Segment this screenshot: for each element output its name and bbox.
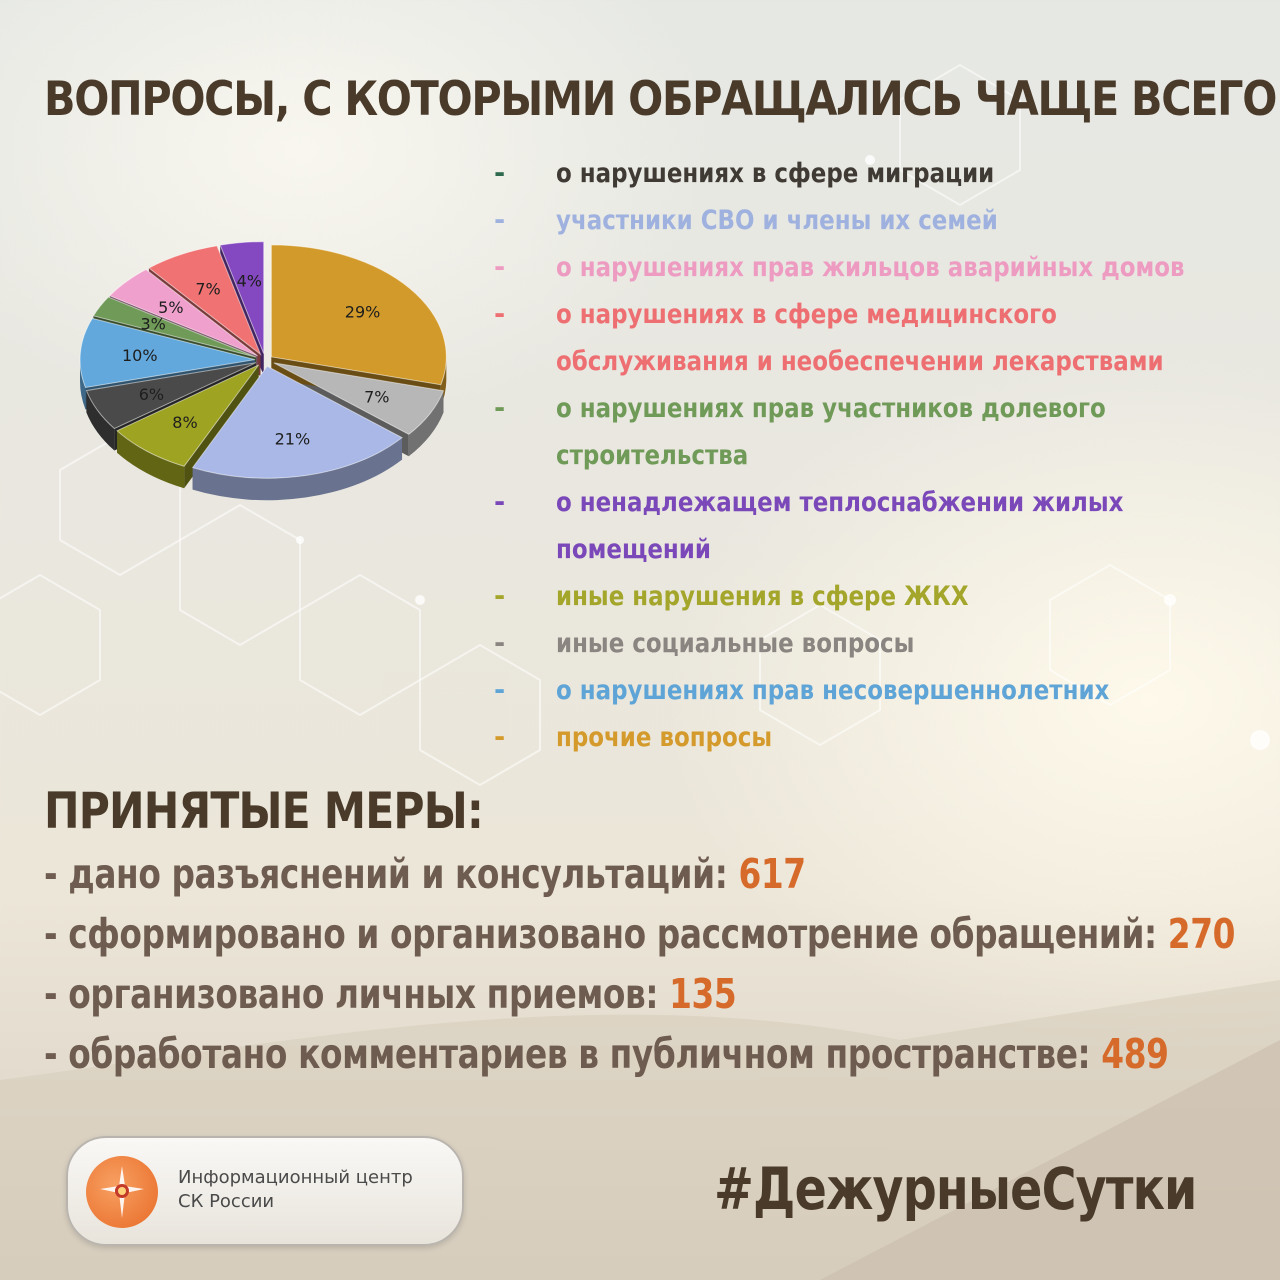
measure-value: 489	[1101, 1030, 1169, 1078]
legend-label: о ненадлежащем теплоснабжении жилых	[556, 487, 1124, 518]
measure-item: - сформировано и организовано рассмотрен…	[44, 910, 1235, 958]
legend-dash: -	[494, 628, 506, 659]
legend-label: иные социальные вопросы	[556, 628, 915, 659]
legend-item: - о нарушениях прав жильцов аварийных дом…	[490, 244, 1270, 291]
legend-label: иные нарушения в сфере ЖКХ	[556, 581, 969, 612]
page-title: ВОПРОСЫ, С КОТОРЫМИ ОБРАЩАЛИСЬ ЧАЩЕ ВСЕГ…	[44, 72, 1280, 127]
legend-label: участники СВО и члены их семей	[556, 205, 998, 236]
legend-dash: -	[494, 393, 506, 424]
legend-label: прочие вопросы	[556, 722, 773, 753]
pie-slice-label: 6%	[139, 385, 164, 404]
pie-slice	[108, 268, 258, 357]
measure-label: - сформировано и организовано рассмотрен…	[44, 910, 1168, 958]
pie-slice-label: 10%	[122, 346, 158, 365]
legend-item: - прочие вопросы	[490, 714, 1270, 761]
legend-item: строительства	[490, 432, 1270, 479]
legend-dash: -	[494, 487, 506, 518]
measure-item: - дано разъяснений и консультаций: 617	[44, 850, 806, 898]
legend-item: - о нарушениях прав участников долевого	[490, 385, 1270, 432]
legend-label: помещений	[556, 534, 711, 565]
info-center-badge: Информационный центр СК России	[66, 1136, 464, 1246]
pie-slice-side	[117, 430, 185, 489]
legend-dash: -	[494, 299, 506, 330]
legend-item: - иные социальные вопросы	[490, 620, 1270, 667]
pie-chart: 29% 7% 21% 8% 6% 10% 3%5% 7% 4%	[79, 241, 447, 501]
measure-value: 270	[1167, 910, 1236, 958]
pie-slice-label: 7%	[364, 387, 389, 406]
pie-slice	[116, 364, 260, 467]
measure-label: - дано разъяснений и консультаций:	[44, 850, 739, 898]
pie-slice	[270, 244, 447, 386]
pie-slice	[85, 362, 257, 430]
pie-slice	[147, 245, 262, 356]
pie-slice-label: 8%	[172, 413, 197, 432]
pie-slice-label: 21%	[275, 429, 311, 448]
legend-label: о нарушениях в сфере миграции	[556, 158, 995, 189]
pie-slice-label: 7%	[195, 279, 220, 298]
legend-item: - иные нарушения в сфере ЖКХ	[490, 573, 1270, 620]
legend-item: - о нарушениях прав несовершеннолетних	[490, 667, 1270, 714]
pie-slice-label: 3%	[140, 315, 165, 334]
badge-line2: СК России	[178, 1191, 275, 1212]
legend-item: - о нарушениях в сфере медицинского	[490, 291, 1270, 338]
legend-label: о нарушениях прав участников долевого	[556, 393, 1106, 424]
sk-emblem-icon	[86, 1156, 158, 1228]
measure-label: - организовано личных приемов:	[44, 970, 670, 1018]
legend-label: обслуживания и необеспечении лекарствами	[556, 346, 1164, 377]
badge-text: Информационный центр СК России	[178, 1166, 413, 1214]
badge-line1: Информационный центр	[178, 1167, 413, 1188]
legend-item: обслуживания и необеспечении лекарствами	[490, 338, 1270, 385]
legend-item: - о нарушениях в сфере миграции	[490, 150, 1270, 197]
legend-dash: -	[494, 675, 506, 706]
pie-slice	[191, 365, 403, 479]
measure-label: - обработано комментариев в публичном пр…	[44, 1030, 1102, 1078]
legend-label: строительства	[556, 440, 749, 471]
pie-slice-label: 5%	[158, 298, 183, 317]
pie-slice-side	[86, 390, 115, 451]
pie-slice	[273, 362, 445, 435]
measure-item: - организовано личных приемов: 135	[44, 970, 737, 1018]
measure-item: - обработано комментариев в публичном пр…	[44, 1030, 1169, 1078]
legend-label: о нарушениях в сфере медицинского	[556, 299, 1057, 330]
pie-slice	[79, 317, 256, 389]
legend-dash: -	[494, 158, 506, 189]
hashtag: #ДежурныеСутки	[714, 1155, 1197, 1223]
legend-label: о нарушениях прав несовершеннолетних	[556, 675, 1110, 706]
legend-dash: -	[494, 722, 506, 753]
pie-slice-label: 29%	[345, 303, 381, 322]
legend-item: - о ненадлежащем теплоснабжении жилых	[490, 479, 1270, 526]
pie-slice-label: 4%	[237, 271, 262, 290]
measure-value: 135	[669, 970, 737, 1018]
legend-item: помещений	[490, 526, 1270, 573]
pie-slice-side	[80, 359, 86, 410]
pie-slice	[92, 296, 257, 358]
legend-dash: -	[494, 581, 506, 612]
pie-slice-side	[192, 437, 403, 501]
legend-dash: -	[494, 205, 506, 236]
legend-label: о нарушениях прав жильцов аварийных домо…	[556, 252, 1185, 283]
legend: - о нарушениях в сфере миграции - участники…	[490, 150, 1270, 761]
legend-dash: -	[494, 252, 506, 283]
measure-value: 617	[738, 850, 806, 898]
legend-item: - участники СВО и члены их семей	[490, 197, 1270, 244]
pie-slice	[219, 241, 265, 354]
measures-title: ПРИНЯТЫЕ МЕРЫ:	[44, 782, 484, 840]
